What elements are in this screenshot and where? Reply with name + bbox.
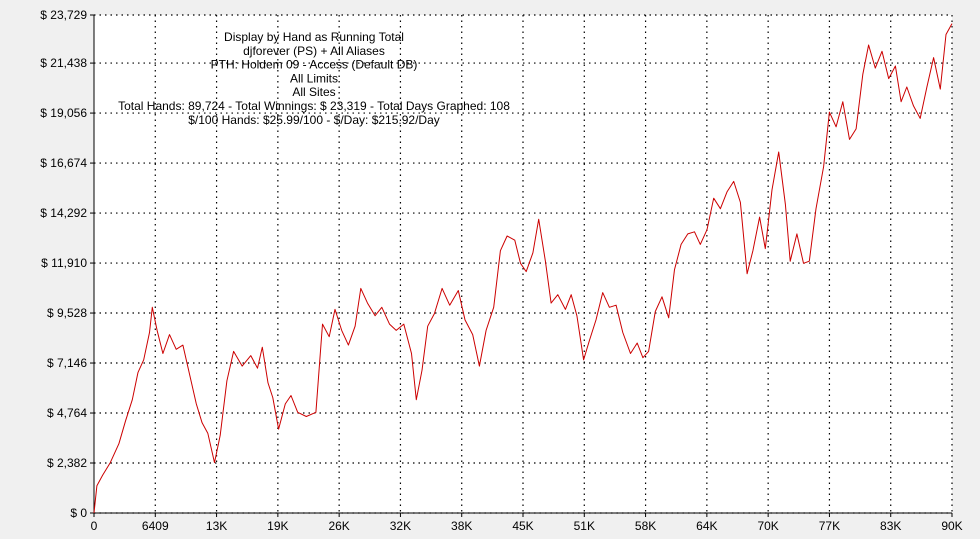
x-tick-label: 45K — [512, 519, 533, 533]
y-tick-label: $ 19,056 — [40, 106, 87, 120]
y-tick-label: $ 21,438 — [40, 56, 87, 70]
chart-title-block: Display by Hand as Running Totaldjforeve… — [118, 30, 510, 127]
y-tick-label: $ 2,382 — [47, 456, 87, 470]
y-tick-label: $ 14,292 — [40, 206, 87, 220]
chart-title-line: All Sites — [292, 85, 335, 99]
y-tick-label: $ 9,528 — [47, 306, 87, 320]
chart-title-line: Total Hands: 89,724 - Total Winnings: $ … — [118, 99, 510, 113]
y-tick-label: $ 4,764 — [47, 406, 87, 420]
x-tick-label: 64K — [696, 519, 717, 533]
chart-title-line: All Limits — [290, 71, 338, 85]
x-tick-label: 38K — [451, 519, 472, 533]
x-tick-label: 70K — [757, 519, 778, 533]
chart-title-line: $/100 Hands: $25.99/100 - $/Day: $215.92… — [188, 113, 440, 127]
x-tick-label: 19K — [267, 519, 288, 533]
chart-title-line: djforever (PS) + All Aliases — [243, 44, 385, 58]
chart-title-line: PTH: Holdem 09 - Access (Default DB) — [211, 58, 418, 72]
winnings-series-line — [93, 23, 953, 514]
x-tick-label: 83K — [880, 519, 901, 533]
x-tick-label: 51K — [574, 519, 595, 533]
x-tick-label: 13K — [206, 519, 227, 533]
x-tick-label: 77K — [819, 519, 840, 533]
y-tick-label: $ 16,674 — [40, 156, 87, 170]
y-tick-label: $ 11,910 — [41, 256, 87, 270]
grid-lines — [94, 14, 953, 514]
x-tick-label: 90K — [941, 519, 962, 533]
x-tick-label: 0 — [91, 519, 98, 533]
y-tick-label: $ 23,729 — [40, 8, 87, 22]
x-tick-label: 6409 — [142, 519, 169, 533]
chart-title-line: Display by Hand as Running Total — [224, 30, 404, 44]
x-tick-label: 32K — [390, 519, 411, 533]
y-tick-label: $ 7,146 — [47, 356, 87, 370]
y-tick-label: $ 0 — [70, 506, 87, 520]
y-tick-labels: $ 0 $ 2,382 $ 4,764 $ 7,146 $ 9,528 $ 11,910 $… — [40, 8, 94, 520]
x-tick-label: 26K — [328, 519, 349, 533]
x-tick-labels: 0 6409 13K 19K 26K 32K 38K 45K 51K 58K 64K 70K 77K 83… — [91, 513, 963, 533]
x-tick-label: 58K — [635, 519, 656, 533]
